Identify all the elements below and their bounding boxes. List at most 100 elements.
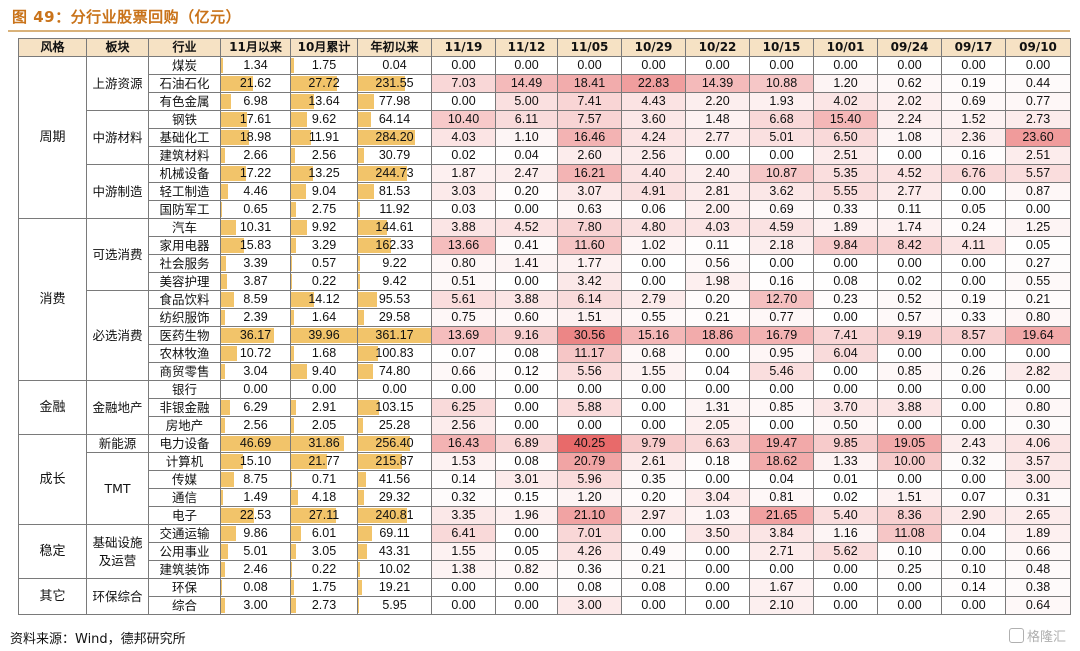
- weekly-heat-cell: 0.62: [877, 74, 942, 93]
- column-header: 10/29: [621, 38, 686, 57]
- bar-value-cell: 3.00: [220, 596, 291, 615]
- weekly-heat-cell: 23.60: [1005, 128, 1071, 147]
- sector-cell: 上游资源: [86, 56, 149, 111]
- weekly-heat-cell: 1.08: [877, 128, 942, 147]
- value-label: 0.00: [311, 382, 337, 396]
- weekly-heat-cell: 0.00: [877, 380, 942, 399]
- weekly-heat-cell: 3.07: [557, 182, 622, 201]
- weekly-heat-cell: 0.95: [749, 344, 814, 363]
- weekly-heat-cell: 0.00: [749, 416, 814, 435]
- bar-value-cell: 36.17: [220, 326, 291, 345]
- weekly-heat-cell: 0.44: [1005, 74, 1071, 93]
- value-label: 6.98: [243, 94, 268, 108]
- value-label: 284.20: [375, 130, 414, 144]
- column-header: 09/17: [941, 38, 1006, 57]
- bar-value-cell: 4.46: [220, 182, 291, 201]
- weekly-heat-cell: 6.68: [749, 110, 814, 129]
- weekly-heat-cell: 2.82: [1005, 362, 1071, 381]
- industry-cell: 机械设备: [148, 164, 221, 183]
- value-bar: [358, 184, 375, 199]
- weekly-heat-cell: 11.60: [557, 236, 622, 255]
- value-label: 14.12: [308, 292, 340, 306]
- weekly-heat-cell: 0.08: [813, 272, 878, 291]
- weekly-heat-cell: 1.87: [431, 164, 496, 183]
- bar-value-cell: 9.42: [357, 272, 432, 291]
- value-label: 103.15: [375, 400, 414, 414]
- value-label: 1.49: [243, 490, 268, 504]
- value-label: 9.04: [311, 184, 337, 198]
- value-bar: [291, 328, 357, 343]
- industry-cell: 社会服务: [148, 254, 221, 273]
- weekly-heat-cell: 1.96: [495, 506, 558, 525]
- weekly-heat-cell: 1.33: [813, 452, 878, 471]
- weekly-heat-cell: 3.88: [495, 290, 558, 309]
- value-label: 9.92: [311, 220, 337, 234]
- industry-cell: 通信: [148, 488, 221, 507]
- value-label: 27.72: [308, 76, 340, 90]
- weekly-heat-cell: 0.33: [813, 200, 878, 219]
- weekly-heat-cell: 0.14: [431, 470, 496, 489]
- bar-value-cell: 9.92: [290, 218, 358, 237]
- value-bar: [358, 544, 367, 559]
- weekly-heat-cell: 0.00: [941, 344, 1006, 363]
- bar-value-cell: 144.61: [357, 218, 432, 237]
- weekly-heat-cell: 20.79: [557, 452, 622, 471]
- column-header: 10/22: [685, 38, 750, 57]
- weekly-heat-cell: 0.03: [431, 200, 496, 219]
- weekly-heat-cell: 0.05: [495, 542, 558, 561]
- bar-value-cell: 6.29: [220, 398, 291, 417]
- weekly-heat-cell: 0.35: [621, 470, 686, 489]
- weekly-heat-cell: 18.86: [685, 326, 750, 345]
- value-label: 244.73: [375, 166, 414, 180]
- sector-cell: 金融地产: [86, 380, 149, 435]
- weekly-heat-cell: 2.05: [685, 416, 750, 435]
- weekly-heat-cell: 0.00: [941, 272, 1006, 291]
- value-label: 1.68: [311, 346, 337, 360]
- weekly-heat-cell: 3.50: [685, 524, 750, 543]
- value-bar: [358, 130, 416, 145]
- value-bar: [291, 112, 307, 127]
- weekly-heat-cell: 0.20: [495, 182, 558, 201]
- weekly-heat-cell: 0.68: [621, 344, 686, 363]
- weekly-heat-cell: 0.00: [877, 470, 942, 489]
- table-row: 基础化工 18.98 11.91 284.20 4.03 1.10 16.46 4.24 2.7…: [19, 128, 1071, 147]
- source-note: 资料来源：Wind，德邦研究所: [10, 632, 186, 647]
- weekly-heat-cell: 13.66: [431, 236, 496, 255]
- weekly-heat-cell: 0.00: [685, 542, 750, 561]
- buyback-table: 风格 板块 行业 11月以来 10月累计 年初以来 11/19 11/12 11/05 10/29…: [18, 38, 1071, 615]
- weekly-heat-cell: 4.52: [495, 218, 558, 237]
- weekly-heat-cell: 5.61: [431, 290, 496, 309]
- value-bar: [221, 544, 229, 559]
- bar-value-cell: 3.05: [290, 542, 358, 561]
- value-bar: [358, 508, 407, 523]
- weekly-heat-cell: 0.56: [685, 254, 750, 273]
- weekly-heat-cell: 11.17: [557, 344, 622, 363]
- value-bar: [291, 400, 296, 415]
- value-label: 64.14: [378, 112, 411, 126]
- weekly-heat-cell: 10.00: [877, 452, 942, 471]
- value-label: 10.31: [239, 220, 272, 234]
- value-label: 5.01: [243, 544, 268, 558]
- value-bar: [291, 526, 301, 541]
- weekly-heat-cell: 11.08: [877, 524, 942, 543]
- bar-value-cell: 22.53: [220, 506, 291, 525]
- weekly-heat-cell: 0.20: [685, 290, 750, 309]
- weekly-heat-cell: 0.85: [877, 362, 942, 381]
- column-header: 行业: [148, 38, 221, 57]
- weekly-heat-cell: 0.30: [1005, 416, 1071, 435]
- weekly-heat-cell: 1.52: [941, 110, 1006, 129]
- weekly-heat-cell: 2.71: [749, 542, 814, 561]
- weekly-heat-cell: 2.60: [557, 146, 622, 165]
- table-row: 传媒 8.75 0.71 41.56 0.14 3.01 5.96 0.35 0.00 0.04 0…: [19, 470, 1071, 489]
- table-row: 国防军工 0.65 2.75 11.92 0.03 0.00 0.63 0.06 2.00 0.6…: [19, 200, 1071, 219]
- weekly-heat-cell: 0.00: [749, 56, 814, 75]
- value-bar: [221, 112, 248, 127]
- value-label: 0.57: [311, 256, 337, 270]
- column-header: 年初以来: [357, 38, 432, 57]
- bar-value-cell: 2.91: [290, 398, 358, 417]
- value-label: 3.05: [311, 544, 337, 558]
- weekly-heat-cell: 0.00: [813, 578, 878, 597]
- value-label: 8.59: [243, 292, 268, 306]
- weekly-heat-cell: 1.55: [431, 542, 496, 561]
- weekly-heat-cell: 0.00: [431, 596, 496, 615]
